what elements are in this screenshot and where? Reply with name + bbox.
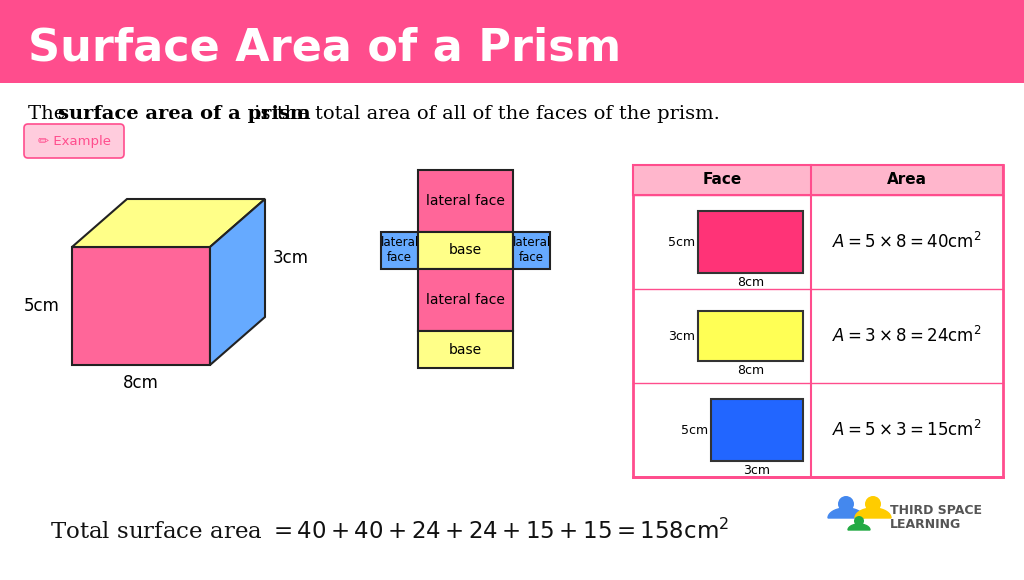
Bar — [418, 331, 513, 368]
Text: base: base — [449, 343, 482, 357]
FancyBboxPatch shape — [24, 124, 124, 158]
Circle shape — [838, 496, 854, 512]
Polygon shape — [828, 508, 864, 518]
Text: 3cm: 3cm — [743, 463, 770, 477]
Bar — [698, 311, 803, 361]
Text: lateral face: lateral face — [426, 293, 505, 307]
Text: ✏ Example: ✏ Example — [38, 135, 111, 147]
Text: lateral face: lateral face — [426, 194, 505, 208]
Text: face: face — [519, 251, 544, 264]
Bar — [418, 170, 513, 232]
FancyBboxPatch shape — [0, 83, 1024, 580]
Text: 5cm: 5cm — [681, 423, 708, 437]
Text: Face: Face — [702, 172, 741, 187]
Bar — [0, 0, 1024, 83]
Text: surface area of a prism: surface area of a prism — [58, 105, 310, 123]
Text: 5cm: 5cm — [25, 297, 60, 315]
Polygon shape — [848, 524, 870, 530]
Bar — [513, 232, 550, 269]
Text: 8cm: 8cm — [737, 364, 764, 376]
Bar — [633, 165, 1002, 195]
Text: lateral: lateral — [512, 236, 551, 249]
Bar — [711, 399, 803, 461]
Bar — [698, 211, 803, 273]
Bar — [381, 232, 418, 269]
Text: face: face — [387, 251, 412, 264]
Text: 8cm: 8cm — [737, 276, 764, 288]
Text: $A = 3 \times 8 = 24\mathrm{cm}^2$: $A = 3 \times 8 = 24\mathrm{cm}^2$ — [833, 326, 982, 346]
Bar — [418, 269, 513, 331]
Text: Area: Area — [887, 172, 927, 187]
Circle shape — [865, 496, 881, 512]
Text: THIRD SPACE: THIRD SPACE — [890, 503, 982, 517]
Text: lateral: lateral — [380, 236, 419, 249]
Bar — [633, 165, 1002, 477]
Polygon shape — [210, 199, 265, 365]
Text: LEARNING: LEARNING — [890, 517, 962, 531]
Text: 3cm: 3cm — [273, 249, 309, 267]
Text: $A = 5 \times 8 = 40\mathrm{cm}^2$: $A = 5 \times 8 = 40\mathrm{cm}^2$ — [833, 232, 982, 252]
Polygon shape — [72, 247, 210, 365]
Text: 3cm: 3cm — [668, 329, 695, 343]
Text: Total surface area $= 40 + 40 + 24 + 24 + 15 + 15 = 158\mathrm{cm}^2$: Total surface area $= 40 + 40 + 24 + 24 … — [50, 519, 729, 543]
Bar — [418, 232, 513, 269]
Text: base: base — [449, 244, 482, 258]
Text: The: The — [28, 105, 72, 123]
Circle shape — [854, 516, 864, 526]
Text: 5cm: 5cm — [668, 235, 695, 248]
Polygon shape — [72, 199, 265, 247]
Polygon shape — [855, 508, 891, 518]
Text: 8cm: 8cm — [123, 374, 159, 392]
Text: Surface Area of a Prism: Surface Area of a Prism — [28, 27, 622, 70]
Text: is the total area of all of the faces of the prism.: is the total area of all of the faces of… — [248, 105, 720, 123]
Text: $A = 5 \times 3 = 15\mathrm{cm}^2$: $A = 5 \times 3 = 15\mathrm{cm}^2$ — [833, 420, 982, 440]
